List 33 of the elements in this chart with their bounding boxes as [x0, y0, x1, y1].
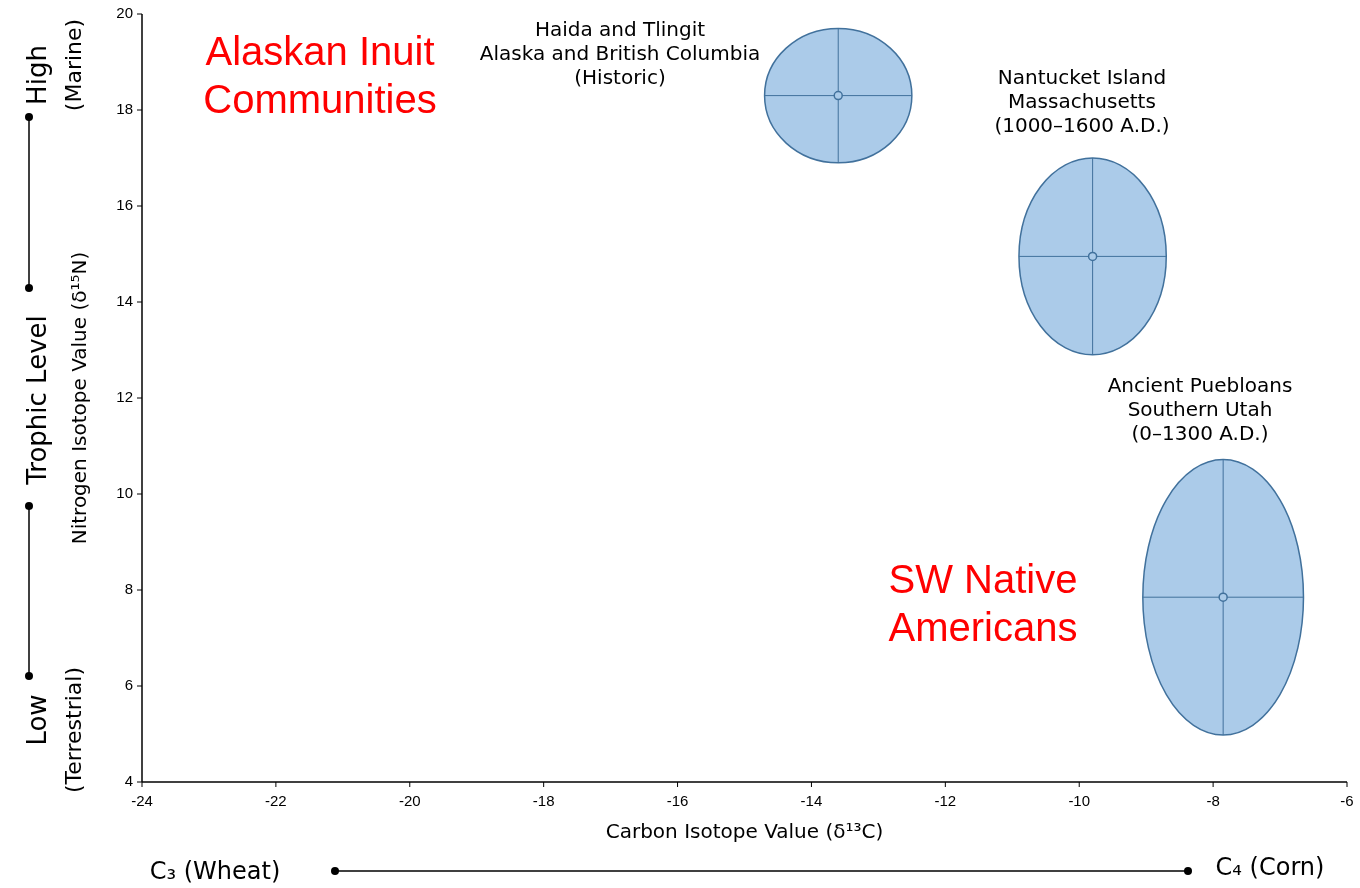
y-tick-label: 4 [124, 771, 133, 789]
annotation: Haida and Tlingit Alaska and British Columbia (Historic) [479, 16, 761, 89]
annotation: SW Native Americans [888, 556, 1078, 649]
annotation: Alaskan Inuit Communities [203, 28, 437, 121]
x-tick-label: -8 [1206, 791, 1220, 809]
y-tick-label: 6 [124, 675, 133, 693]
x-tick-label: -20 [398, 791, 421, 809]
x-tick-label: -14 [800, 791, 823, 809]
y-axis-title: Nitrogen Isotope Value (δ¹⁵N) [66, 251, 91, 545]
x-tick-label: -16 [666, 791, 689, 809]
y-tick-label: 14 [116, 291, 133, 309]
annotation: Ancient Puebloans Southern Utah (0–1300 A.D.) [1107, 372, 1293, 445]
y-tick-label: 8 [124, 579, 133, 597]
text: C₄ (Corn) [1215, 853, 1325, 881]
text: (Terrestrial) [61, 667, 86, 793]
text: (Marine) [61, 18, 86, 112]
x-tick-label: -18 [532, 791, 555, 809]
annotation: Nantucket Island Massachusetts (1000–1600 A.D.) [994, 64, 1170, 137]
x-tick-label: -24 [131, 791, 153, 809]
y-tick-label: 12 [116, 387, 133, 405]
x-tick-label: -12 [934, 791, 957, 809]
text: High [21, 45, 52, 105]
x-axis-title: Carbon Isotope Value (δ¹³C) [605, 818, 884, 843]
x-tick-label: -10 [1068, 791, 1091, 809]
y-tick-label: 10 [116, 483, 133, 501]
x-tick-label: -6 [1340, 791, 1354, 809]
y-tick-label: 16 [116, 195, 133, 213]
text: Low [21, 694, 52, 746]
y-tick-label: 20 [116, 3, 133, 21]
x-tick-label: -22 [265, 791, 287, 809]
text: C₃ (Wheat) [149, 857, 281, 885]
text: Trophic Level [21, 315, 52, 486]
y-tick-label: 18 [116, 99, 133, 117]
